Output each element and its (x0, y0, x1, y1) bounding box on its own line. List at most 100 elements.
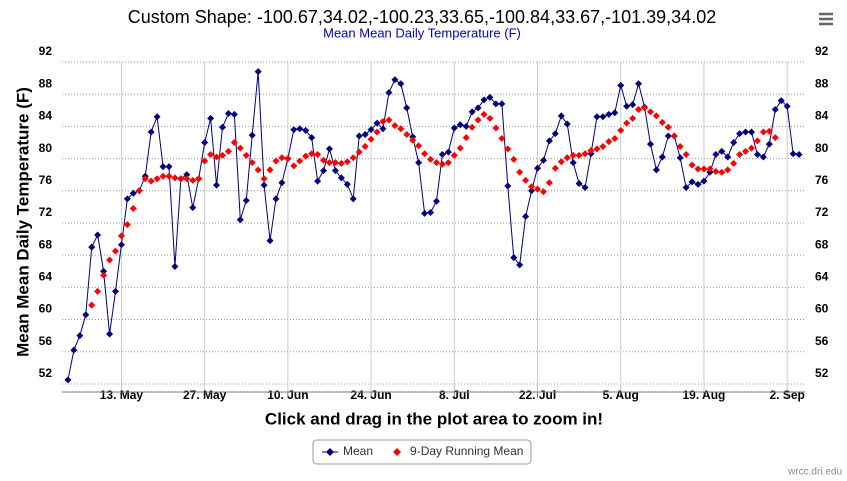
credits: wrcc.dri.edu (787, 467, 842, 478)
data-point (320, 167, 328, 175)
data-point (456, 121, 464, 129)
data-point (367, 135, 375, 143)
data-point (373, 119, 381, 127)
data-point (308, 134, 316, 142)
data-point (581, 150, 589, 158)
y-tick-label: 88 (39, 76, 53, 90)
data-point (498, 100, 506, 108)
data-point (753, 151, 761, 159)
data-point (528, 183, 536, 191)
data-point (480, 96, 488, 104)
data-point (343, 158, 351, 166)
data-point (724, 153, 732, 161)
data-point (581, 184, 589, 192)
data-point (189, 176, 197, 184)
data-point (183, 171, 191, 179)
data-point (153, 175, 161, 183)
data-point (510, 155, 518, 163)
data-point (236, 144, 244, 152)
y-tick-label: 52 (39, 366, 53, 380)
data-point (242, 196, 250, 204)
data-point (522, 176, 530, 184)
data-point (349, 195, 357, 203)
data-point (658, 118, 666, 126)
data-point (688, 178, 696, 186)
data-point (290, 126, 298, 134)
data-point (516, 261, 524, 269)
data-point (551, 130, 559, 138)
data-point (403, 130, 411, 138)
data-point (748, 144, 756, 152)
data-point (593, 145, 601, 153)
data-point (664, 132, 672, 140)
data-point (331, 167, 339, 175)
data-point (415, 142, 423, 150)
data-point (314, 151, 322, 159)
data-point (664, 123, 672, 131)
data-point (742, 147, 750, 155)
data-point (462, 134, 470, 142)
data-point (171, 262, 179, 270)
data-point (676, 143, 684, 151)
data-point (629, 101, 637, 109)
data-point (700, 177, 708, 185)
data-point (498, 134, 506, 142)
y-tick-label: 80 (39, 141, 53, 155)
data-point (730, 138, 738, 146)
data-point (468, 123, 476, 131)
data-point (76, 332, 84, 340)
menu-button[interactable] (814, 8, 838, 30)
data-point (486, 114, 494, 122)
data-point (64, 376, 72, 384)
data-point (444, 148, 452, 156)
data-point (207, 114, 215, 122)
data-point (308, 150, 316, 158)
data-point (742, 128, 750, 136)
y2-tick-label: 64 (815, 270, 829, 284)
data-point (611, 109, 619, 117)
data-point (320, 156, 328, 164)
data-point (111, 247, 119, 255)
data-point (224, 147, 232, 155)
data-point (397, 80, 405, 88)
y2-tick-label: 56 (815, 334, 829, 348)
data-point (165, 163, 173, 171)
data-point (557, 158, 565, 166)
data-point (765, 127, 773, 135)
data-point (789, 150, 797, 158)
data-point (718, 147, 726, 155)
data-point (135, 187, 143, 195)
data-point (70, 346, 78, 354)
data-point (694, 165, 702, 173)
data-point (201, 157, 209, 165)
y-tick-label: 76 (39, 173, 53, 187)
y-tick-label: 68 (39, 237, 53, 251)
data-point (563, 154, 571, 162)
data-point (207, 151, 215, 159)
data-point (795, 151, 803, 159)
data-point (260, 181, 268, 189)
data-point (700, 165, 708, 173)
data-point (771, 105, 779, 113)
y2-tick-label: 76 (815, 173, 829, 187)
legend-item: 9-Day Running Mean (393, 444, 523, 458)
data-point (147, 128, 155, 136)
data-point (510, 254, 518, 262)
data-point (302, 126, 310, 134)
data-point (450, 151, 458, 159)
data-point (759, 153, 767, 161)
data-point (421, 150, 429, 158)
data-point (427, 209, 435, 217)
data-point (641, 104, 649, 112)
data-point (100, 271, 108, 279)
data-point (391, 76, 399, 84)
data-point (82, 311, 90, 319)
data-point (159, 172, 167, 180)
data-point (694, 180, 702, 188)
data-point (373, 128, 381, 136)
data-point (278, 179, 286, 187)
data-point (284, 155, 292, 163)
data-point (587, 147, 595, 155)
